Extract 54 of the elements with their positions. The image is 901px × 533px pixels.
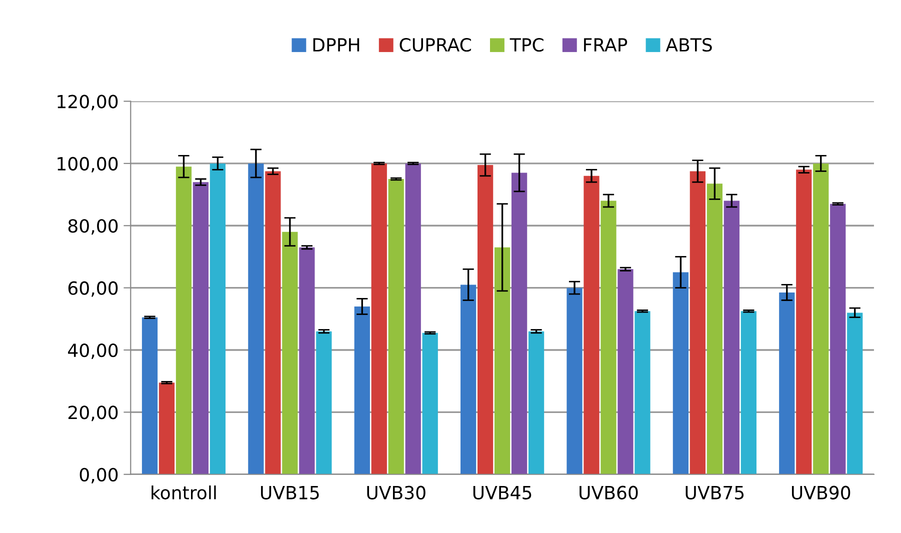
bar bbox=[388, 179, 404, 474]
legend-label: ABTS bbox=[666, 38, 712, 52]
bar bbox=[618, 269, 634, 474]
bar bbox=[528, 331, 544, 474]
legend-label: FRAP bbox=[584, 38, 628, 52]
legend-label: TPC bbox=[510, 38, 544, 52]
y-tick-label: 40,00 bbox=[68, 343, 118, 359]
x-tick-label: UVB15 bbox=[261, 486, 319, 500]
legend-label: DPPH bbox=[313, 38, 360, 52]
y-tick-label: 60,00 bbox=[68, 281, 118, 297]
bar bbox=[813, 163, 829, 474]
x-tick-label: kontroll bbox=[152, 485, 216, 500]
bar bbox=[210, 163, 226, 474]
bar bbox=[371, 163, 387, 474]
y-tick-label: 100,00 bbox=[58, 156, 118, 172]
bar bbox=[316, 331, 332, 474]
x-tick-label: UVB75 bbox=[686, 486, 744, 500]
bar bbox=[142, 317, 158, 474]
bar bbox=[511, 172, 528, 474]
y-tick-label: 120,00 bbox=[58, 94, 118, 110]
bar bbox=[706, 184, 722, 474]
bar bbox=[192, 182, 209, 474]
x-tick-label: UVB60 bbox=[580, 486, 638, 500]
bar bbox=[494, 247, 510, 474]
y-tick-label: 0,00 bbox=[80, 468, 118, 484]
bar bbox=[566, 288, 582, 474]
bar bbox=[779, 292, 795, 474]
x-tick-label: UVB90 bbox=[792, 486, 850, 500]
bar bbox=[740, 311, 756, 474]
bar bbox=[724, 200, 740, 474]
bar bbox=[176, 166, 192, 474]
bar bbox=[796, 170, 812, 474]
bar bbox=[265, 171, 281, 474]
bar bbox=[158, 382, 175, 474]
legend-label: CUPRAC bbox=[400, 38, 471, 52]
bar bbox=[460, 284, 476, 474]
bar bbox=[847, 312, 863, 474]
x-tick-label: UVB30 bbox=[367, 486, 426, 500]
bar bbox=[299, 247, 315, 474]
bar bbox=[354, 306, 370, 474]
bar bbox=[282, 232, 298, 474]
bar bbox=[584, 176, 600, 474]
bar bbox=[422, 332, 438, 474]
bar bbox=[672, 272, 689, 474]
bar bbox=[690, 171, 706, 474]
y-tick-label: 80,00 bbox=[68, 219, 118, 235]
bar bbox=[478, 165, 494, 474]
bar bbox=[600, 200, 616, 474]
bar bbox=[634, 311, 650, 474]
y-tick-label: 20,00 bbox=[68, 406, 118, 422]
bar bbox=[405, 163, 421, 474]
bar bbox=[248, 163, 264, 474]
x-tick-label: UVB45 bbox=[473, 486, 532, 500]
bar bbox=[830, 204, 846, 474]
